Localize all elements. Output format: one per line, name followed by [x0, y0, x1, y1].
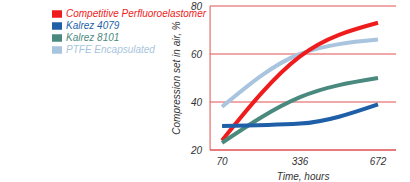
svg-text:70: 70 — [217, 156, 229, 167]
svg-text:Time, hours: Time, hours — [277, 171, 330, 182]
svg-text:20: 20 — [190, 145, 203, 156]
svg-text:672: 672 — [370, 156, 387, 167]
svg-text:336: 336 — [292, 156, 309, 167]
svg-text:80: 80 — [191, 1, 203, 12]
svg-text:Compression set in air, %: Compression set in air, % — [171, 21, 182, 134]
svg-text:40: 40 — [191, 97, 203, 108]
svg-text:60: 60 — [191, 49, 203, 60]
